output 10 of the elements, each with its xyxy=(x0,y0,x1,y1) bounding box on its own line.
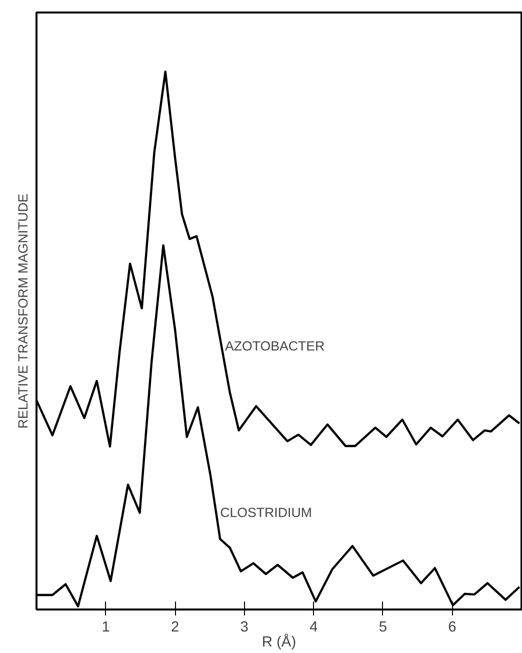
y-axis-title: RELATIVE TRANSFORM MAGNITUDE xyxy=(16,194,30,429)
x-tick-label: 2 xyxy=(170,620,180,636)
annotation: CLOSTRIDIUM xyxy=(220,505,312,520)
annotation: AZOTOBACTER xyxy=(224,338,325,354)
x-tick-label: 1 xyxy=(102,620,110,636)
x-tick-label: 6 xyxy=(448,620,456,636)
x-axis-title: R (Å) xyxy=(262,634,296,650)
x-tick-label: 3 xyxy=(240,620,248,636)
x-tick-label: 4 xyxy=(310,620,318,636)
x-tick-label: 5 xyxy=(378,620,388,636)
